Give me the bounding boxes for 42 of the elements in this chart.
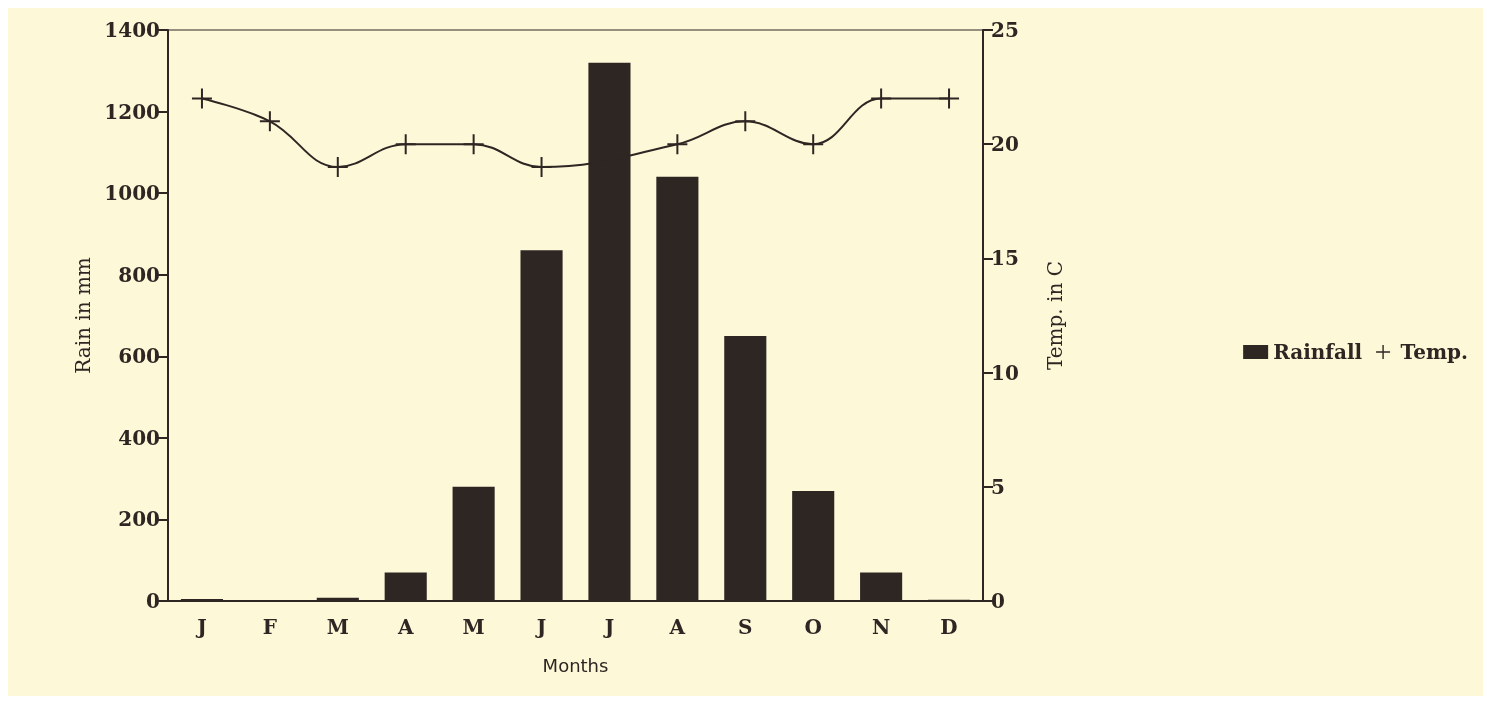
x-tick-label: M	[326, 615, 349, 639]
x-tick-label: S	[738, 615, 753, 639]
y-tick-label: 600	[118, 344, 160, 369]
y2-tick-label: 15	[991, 246, 1019, 271]
point	[327, 157, 348, 178]
point	[395, 134, 416, 155]
point	[531, 157, 552, 178]
point	[463, 134, 484, 155]
point	[939, 88, 960, 109]
y2-axis-title: Temp. in C	[1043, 260, 1067, 371]
point	[667, 134, 688, 155]
y-tick-label: 1000	[104, 181, 160, 206]
x-tick-label: O	[804, 615, 822, 639]
x-tick-label: N	[871, 615, 891, 639]
point	[803, 134, 824, 155]
x-tick-label: M	[462, 615, 485, 639]
x-tick-label: F	[262, 615, 277, 639]
y-tick-label: 1200	[104, 99, 160, 124]
y-tick-label: 0	[146, 589, 160, 613]
y-axis-title: Rain in mm	[71, 257, 96, 374]
x-tick-label: A	[668, 615, 686, 639]
point	[735, 111, 756, 132]
x-tick-label: D	[940, 615, 958, 639]
y2-tick-label: 10	[991, 360, 1019, 385]
y-tick-label: 400	[118, 425, 160, 450]
point	[871, 88, 892, 109]
legend-label: Rainfall	[1273, 340, 1363, 364]
y-tick-label: 200	[118, 507, 160, 532]
y2-tick-label: 0	[991, 589, 1005, 613]
x-tick-label: J	[195, 615, 207, 639]
x-tick-label: J	[534, 615, 547, 639]
y2-tick-label: 25	[991, 18, 1019, 42]
x-tick-label: A	[396, 615, 414, 639]
y-tick-label: 800	[118, 262, 160, 287]
legend-label: Temp.	[1400, 340, 1468, 364]
y2-tick-label: 20	[991, 132, 1019, 157]
x-tick-label: J	[602, 615, 615, 639]
point	[191, 88, 212, 109]
y2-tick-label: 5	[991, 474, 1005, 499]
x-axis-title: Months	[542, 654, 609, 676]
y-tick-label: 1400	[104, 18, 160, 42]
point	[259, 111, 280, 132]
